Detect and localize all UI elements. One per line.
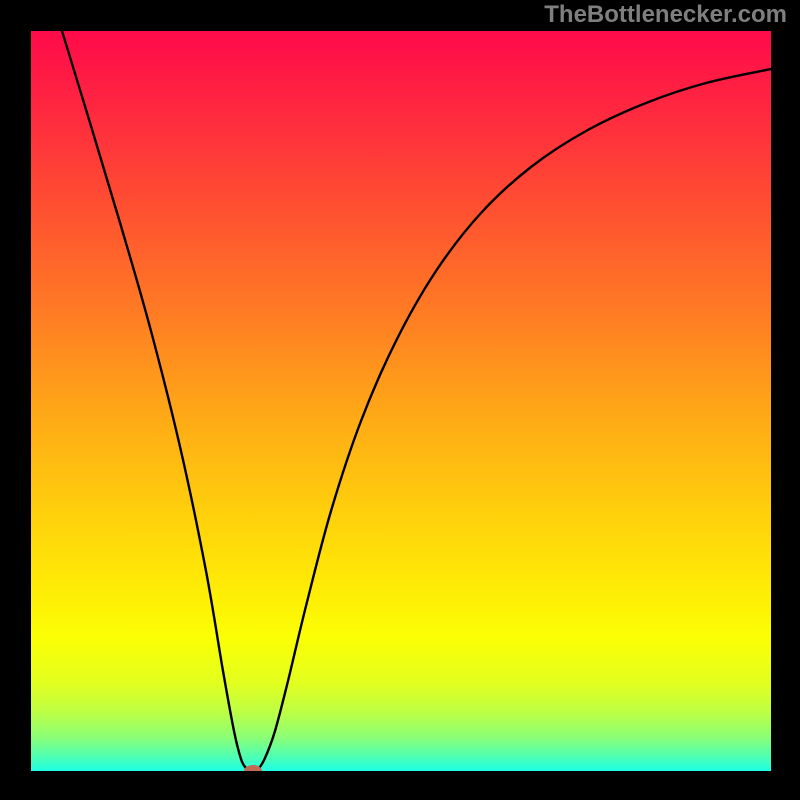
watermark-text: TheBottlenecker.com <box>544 1 787 29</box>
plot-svg <box>31 31 771 771</box>
plot-area <box>31 31 771 771</box>
gradient-background <box>31 31 771 771</box>
